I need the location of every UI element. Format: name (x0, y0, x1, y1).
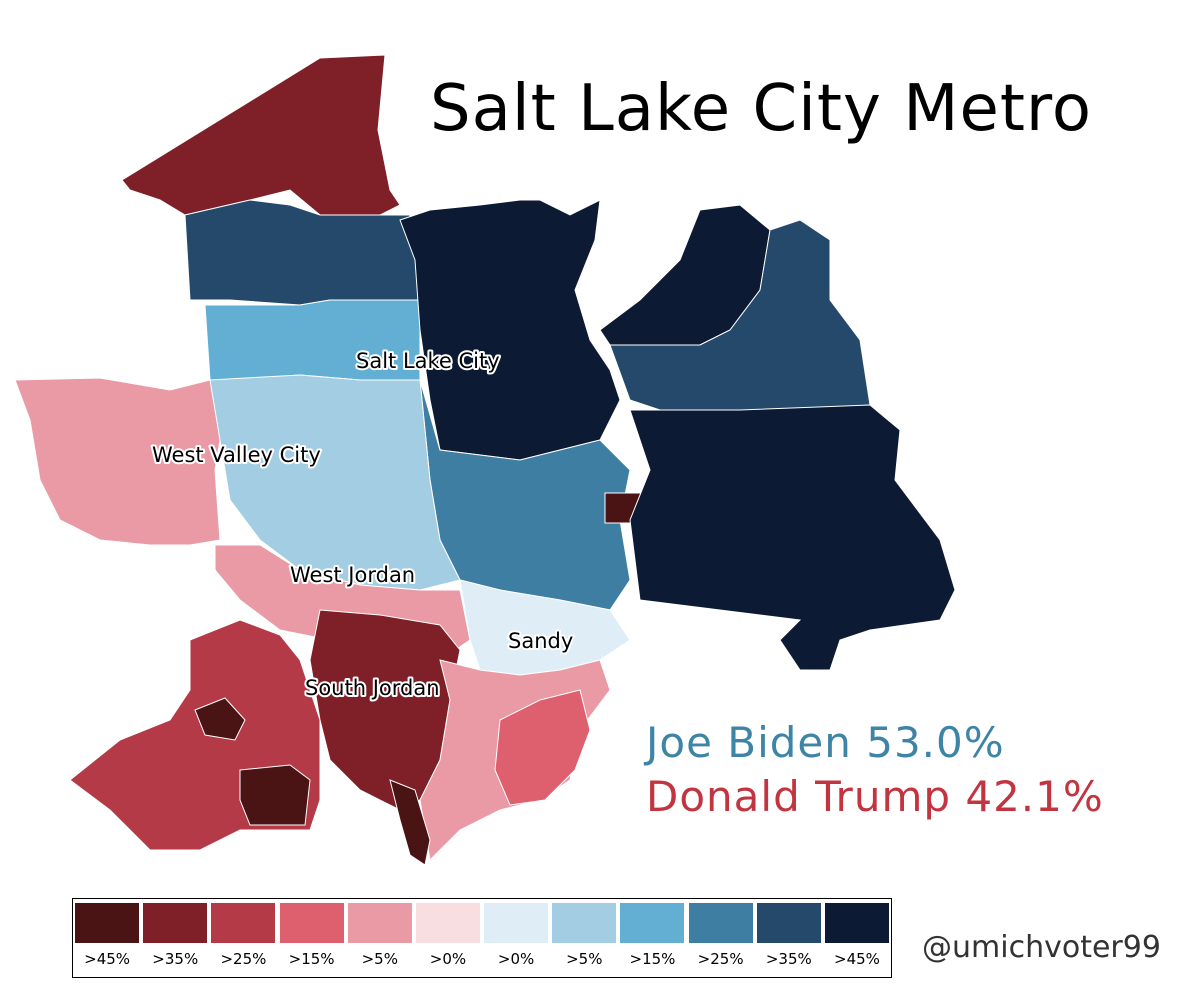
legend-swatch (143, 903, 208, 943)
legend-label: >5% (361, 950, 398, 968)
legend-item: >15% (618, 899, 686, 977)
legend-item: >5% (346, 899, 414, 977)
legend-label: >35% (765, 950, 812, 968)
legend-label: >25% (697, 950, 744, 968)
legend-label: >45% (834, 950, 880, 968)
legend-swatch (552, 903, 617, 943)
region-southeast (494, 689, 591, 806)
legend-swatch (415, 903, 480, 943)
label-sandy: Sandy (508, 629, 573, 653)
legend-item: >15% (278, 899, 346, 977)
legend-swatch (279, 903, 344, 943)
legend-label: >0% (429, 950, 467, 968)
legend-item: >35% (141, 899, 209, 977)
legend-swatch (211, 903, 276, 943)
legend-label: >35% (152, 950, 199, 968)
legend-swatch (756, 903, 821, 943)
region-slc-core (399, 199, 621, 461)
legend-label: >45% (84, 950, 131, 968)
biden-result: Joe Biden 53.0% (646, 718, 1005, 767)
region-north-band (184, 199, 421, 306)
legend-swatch (688, 903, 753, 943)
legend-swatch (824, 903, 889, 943)
region-dark-south-tail (389, 779, 431, 866)
legend-item: >5% (550, 899, 618, 977)
legend-swatch (75, 903, 140, 943)
map-title: Salt Lake City Metro (430, 72, 1092, 146)
credit-handle: @umichvoter99 (922, 930, 1161, 965)
legend-label: >15% (629, 950, 676, 968)
legend-label: >5% (566, 950, 603, 968)
legend-label: >15% (288, 950, 335, 968)
label-south-jordan: South Jordan (305, 676, 440, 700)
legend-item: >35% (755, 899, 823, 977)
region-northwest (121, 54, 401, 216)
region-dark-s (239, 764, 311, 826)
precinct-map: Salt Lake City West Valley City West Jor… (14, 54, 956, 866)
region-central (209, 374, 461, 591)
legend-item: >0% (482, 899, 550, 977)
legend-swatch (484, 903, 549, 943)
legend-item: >25% (209, 899, 277, 977)
legend-item: >0% (414, 899, 482, 977)
label-salt-lake-city: Salt Lake City (356, 349, 500, 373)
region-dark-sw (194, 697, 246, 741)
label-west-valley-city: West Valley City (152, 443, 321, 467)
region-far-west (14, 377, 226, 546)
legend-item: >45% (73, 899, 141, 977)
legend-item: >45% (823, 899, 891, 977)
color-legend: >45% >35% >25% >15% >5% >0% >0% >5% >15% >25% >35%… (72, 898, 892, 978)
legend-swatch (620, 903, 685, 943)
legend-label: >25% (220, 950, 267, 968)
legend-label: >0% (497, 950, 535, 968)
region-east-dark (629, 404, 956, 671)
legend-item: >25% (687, 899, 755, 977)
legend-swatch (347, 903, 412, 943)
trump-result: Donald Trump 42.1% (646, 772, 1104, 821)
label-west-jordan: West Jordan (290, 563, 415, 587)
